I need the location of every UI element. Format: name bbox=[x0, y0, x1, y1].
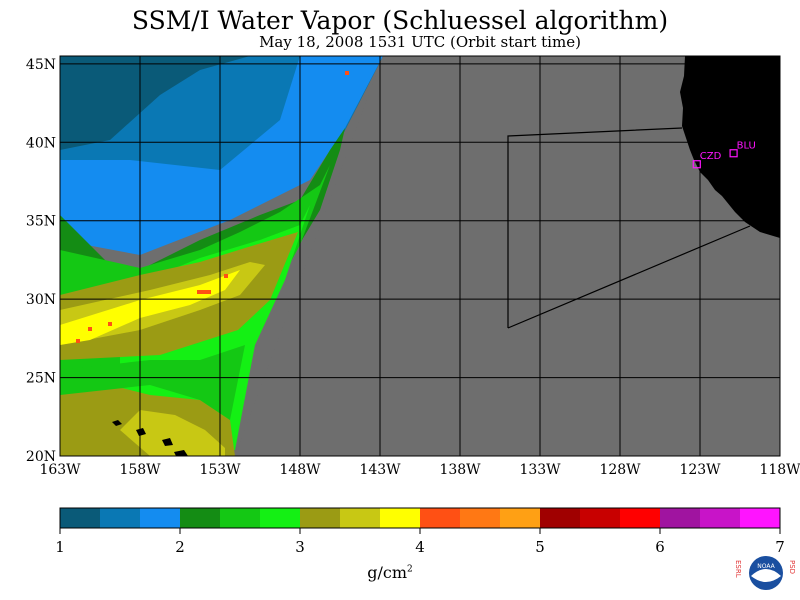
hawaii-island bbox=[162, 438, 173, 446]
colorbar-swatch bbox=[220, 508, 260, 528]
water-vapor-field bbox=[60, 56, 780, 456]
colorbar-swatch bbox=[540, 508, 580, 528]
station-label: CZD bbox=[700, 151, 722, 162]
station-marker bbox=[692, 160, 701, 169]
longitude-label: 153W bbox=[199, 462, 241, 478]
noaa-esrl-logo: NOAA ESRL PSD bbox=[734, 556, 796, 590]
swath-band-11 bbox=[120, 410, 225, 456]
latitude-label: 30N bbox=[26, 292, 56, 308]
colorbar-swatch bbox=[620, 508, 660, 528]
colorbar-swatch bbox=[500, 508, 540, 528]
colorbar-swatch bbox=[740, 508, 780, 528]
colorbar-swatch bbox=[180, 508, 220, 528]
colorbar-tick-label: 7 bbox=[775, 538, 785, 556]
domain-outline bbox=[507, 127, 683, 328]
high-vapor-spot bbox=[345, 71, 349, 75]
colorbar-swatch bbox=[140, 508, 180, 528]
swath-band-3 bbox=[60, 56, 383, 255]
latitude-label: 45N bbox=[26, 57, 56, 73]
longitude-label: 163W bbox=[39, 462, 81, 478]
high-vapor-spot bbox=[224, 274, 228, 278]
hawaii-island bbox=[174, 450, 188, 456]
colorbar-tick-label: 5 bbox=[535, 538, 545, 556]
colorbar-swatch bbox=[60, 508, 100, 528]
colorbar-tick-label: 2 bbox=[175, 538, 185, 556]
colorbar-swatch bbox=[660, 508, 700, 528]
colorbar-tick-label: 6 bbox=[655, 538, 665, 556]
colorbar-unit: g/cm2 bbox=[367, 563, 413, 582]
latitude-label: 20N bbox=[26, 449, 56, 465]
swath-band-12 bbox=[60, 345, 245, 420]
map-subtitle: May 18, 2008 1531 UTC (Orbit start time) bbox=[259, 33, 581, 51]
latitude-label: 40N bbox=[26, 135, 56, 151]
longitude-labels: 163W 158W 153W 148W 143W 138W 133W 128W 123W 118W bbox=[39, 462, 800, 478]
colorbar-swatch bbox=[300, 508, 340, 528]
high-vapor-spot bbox=[76, 339, 80, 343]
high-vapor-spot bbox=[108, 322, 112, 326]
colorbar-swatch bbox=[580, 508, 620, 528]
colorbar-swatch bbox=[380, 508, 420, 528]
longitude-label: 128W bbox=[599, 462, 641, 478]
longitude-label: 158W bbox=[119, 462, 161, 478]
svg-text:NOAA: NOAA bbox=[757, 563, 775, 570]
colorbar-labels: 1 2 3 4 5 6 7 bbox=[55, 528, 785, 556]
colorbar-swatch bbox=[100, 508, 140, 528]
latitude-labels: 45N 40N 35N 30N 25N 20N bbox=[26, 57, 56, 465]
station-label: BLU bbox=[737, 140, 756, 151]
longitude-label: 138W bbox=[439, 462, 481, 478]
colorbar-swatch bbox=[700, 508, 740, 528]
longitude-label: 148W bbox=[279, 462, 321, 478]
colorbar bbox=[59, 507, 781, 529]
colorbar-swatch bbox=[260, 508, 300, 528]
hawaii-island bbox=[136, 428, 146, 436]
station-marker bbox=[729, 149, 738, 158]
stations: CZD BLU bbox=[692, 140, 756, 169]
longitude-label: 123W bbox=[679, 462, 721, 478]
longitude-label: 133W bbox=[519, 462, 561, 478]
domain-outline-lower bbox=[507, 225, 751, 329]
longitude-label: 143W bbox=[359, 462, 401, 478]
hawaii-island bbox=[112, 420, 122, 426]
colorbar-swatch bbox=[340, 508, 380, 528]
latitude-label: 35N bbox=[26, 214, 56, 230]
latitude-label: 25N bbox=[26, 371, 56, 387]
colorbar-tick-label: 1 bbox=[55, 538, 65, 556]
longitude-label: 118W bbox=[759, 462, 800, 478]
high-vapor-spot bbox=[88, 327, 92, 331]
colorbar-tick-label: 3 bbox=[295, 538, 305, 556]
california-land bbox=[680, 56, 780, 238]
swath-band-9 bbox=[60, 270, 240, 345]
colorbar-swatch bbox=[460, 508, 500, 528]
high-vapor-spot bbox=[197, 290, 211, 294]
svg-text:ESRL: ESRL bbox=[734, 560, 742, 578]
map-border bbox=[59, 55, 781, 457]
map-title: SSM/I Water Vapor (Schluessel algorithm) bbox=[131, 6, 669, 35]
colorbar-tick-label: 4 bbox=[415, 538, 425, 556]
svg-text:PSD: PSD bbox=[788, 560, 796, 574]
colorbar-swatch bbox=[420, 508, 460, 528]
